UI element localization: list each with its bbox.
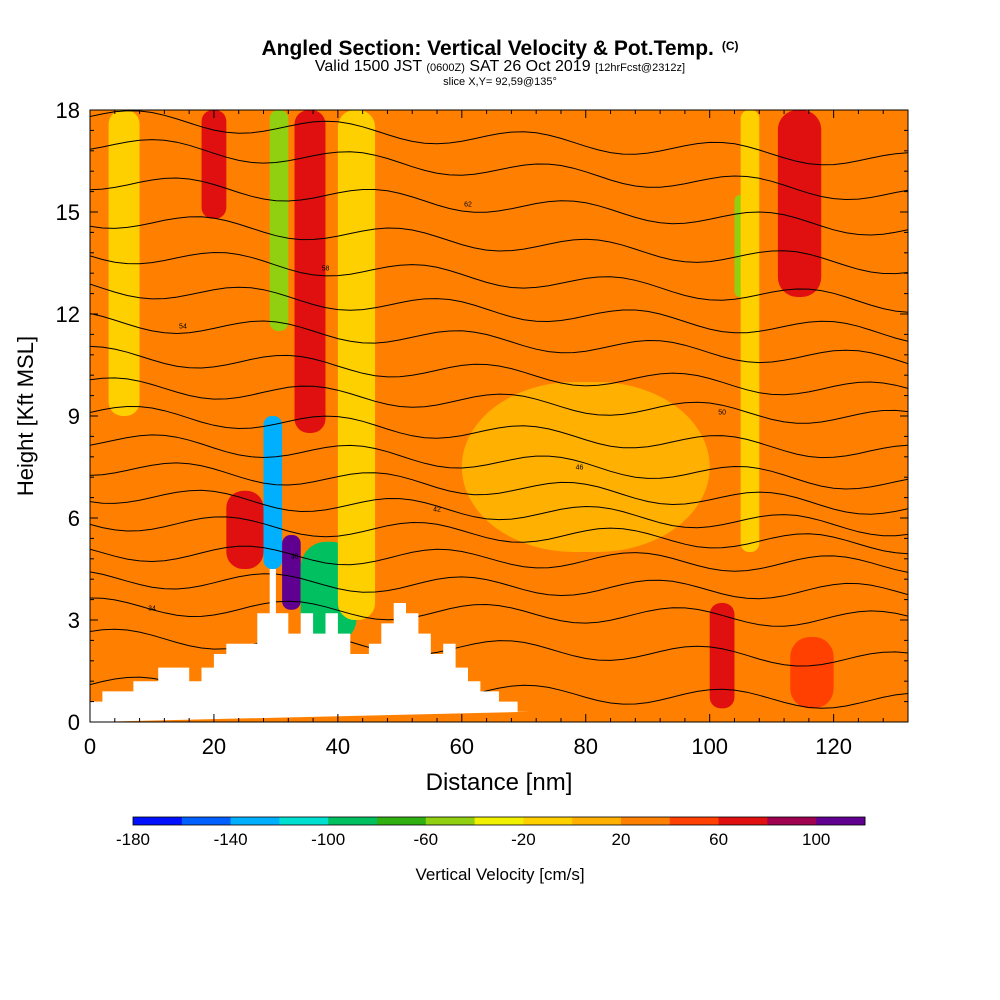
x-tick-label: 80 — [574, 734, 598, 759]
velocity-feature-7 — [777, 110, 822, 297]
colorbar-segment — [572, 817, 622, 825]
theta-contour-label: 62 — [464, 201, 472, 208]
theta-contour-16 — [90, 177, 908, 236]
chart-title-tag: (C) — [721, 39, 739, 53]
colorbar-tick-label: 100 — [802, 830, 830, 849]
velocity-feature-2 — [269, 110, 289, 331]
colorbar-segment — [279, 817, 329, 825]
velocity-feature-4 — [282, 535, 301, 610]
theta-contour-label: 54 — [179, 323, 187, 330]
valid-z: (0600Z) — [426, 62, 465, 74]
terrain-profile — [90, 569, 530, 722]
theta-contour-18 — [90, 110, 908, 166]
theta-contour-5 — [90, 516, 908, 555]
colorbar-segment — [816, 817, 866, 825]
axes: 0 20 40 60 80 100 120 0 3 6 9 12 15 18 Distance [nm] He… — [13, 98, 909, 796]
velocity-feature-0 — [201, 110, 227, 219]
x-tick-label: 120 — [815, 734, 852, 759]
chart-title: Angled Section: Vertical Velocity & Pot.… — [0, 34, 1000, 61]
velocity-feature-5 — [294, 110, 326, 433]
colorbar-border — [132, 816, 866, 826]
theta-contour-15 — [90, 216, 908, 275]
colorbar-segment — [523, 817, 573, 825]
colorbar-tick-label: -60 — [414, 830, 439, 849]
y-tick-label: 12 — [56, 302, 80, 327]
theta-contour-label: 38 — [291, 553, 299, 560]
velocity-feature-12 — [337, 110, 376, 620]
y-tick-label: 18 — [56, 98, 80, 123]
colorbar-tick-label: -180 — [116, 830, 150, 849]
y-tick-label: 0 — [68, 710, 80, 735]
chart-valid-line: Valid 1500 JST (0600Z) SAT 26 Oct 2019 [… — [0, 59, 1000, 76]
chart-title-text: Angled Section: Vertical Velocity & Pot.… — [261, 37, 714, 60]
y-tick-label: 15 — [56, 200, 80, 225]
valid-date: SAT 26 Oct 2019 — [469, 58, 591, 75]
theta-contour-label: 50 — [718, 410, 726, 417]
velocity-feature-3 — [263, 416, 283, 569]
theta-contour-3 — [90, 571, 908, 600]
valid-fcst: [12hrFcst@2312z] — [595, 62, 686, 74]
x-tick-label: 20 — [202, 734, 226, 759]
theta-contour-2 — [90, 597, 908, 627]
chart-title-block: Angled Section: Vertical Velocity & Pot.… — [0, 34, 1000, 88]
velocity-feature-10 — [790, 637, 834, 709]
colorbar-segment — [669, 817, 720, 825]
theta-contour-14 — [90, 251, 908, 313]
colorbar-segment — [621, 817, 671, 825]
colorbar-segment — [328, 817, 378, 825]
theta-contour-12 — [90, 313, 908, 365]
x-tick-label: 100 — [691, 734, 728, 759]
colorbar-tick-label: 60 — [709, 830, 728, 849]
velocity-feature-1 — [226, 490, 264, 569]
theta-contour-8 — [90, 434, 908, 490]
colorbar-segment — [181, 817, 232, 825]
y-axis-label: Height [Kft MSL] — [13, 336, 38, 496]
theta-contour-7 — [90, 462, 908, 515]
colorbar-segment — [718, 817, 768, 825]
colorbar-segment — [133, 817, 183, 825]
theta-contour-label: 34 — [148, 605, 156, 612]
x-tick-label: 40 — [326, 734, 350, 759]
theta-contour-label: 58 — [322, 265, 330, 272]
y-tick-label: 6 — [68, 506, 80, 531]
colorbar-tick-label: 20 — [612, 830, 631, 849]
velocity-feature-9 — [709, 603, 735, 709]
theta-contour-4 — [90, 545, 908, 573]
colorbar-segment — [230, 817, 280, 825]
chart-slice-line: slice X,Y= 92,59@135° — [443, 76, 557, 88]
theta-contour-10 — [90, 377, 908, 424]
potential-temperature-contours: 34 38 42 46 50 54 58 62 — [90, 110, 908, 709]
theta-contour-label: 46 — [576, 464, 584, 471]
colorbar-tick-label: -100 — [311, 830, 345, 849]
colorbar-segment — [425, 817, 476, 825]
theta-contour-label: 42 — [433, 507, 441, 514]
y-tick-label: 9 — [68, 404, 80, 429]
valid-prefix: Valid 1500 JST — [314, 58, 422, 75]
vertical-velocity-field — [90, 110, 908, 722]
x-tick-label: 60 — [450, 734, 474, 759]
theta-contour-17 — [90, 139, 908, 201]
theta-contour-11 — [90, 345, 908, 396]
theta-contour-9 — [90, 405, 908, 459]
x-axis-label: Distance [nm] — [426, 769, 573, 796]
colorbar-tick-label: -140 — [214, 830, 248, 849]
colorbar: -180 -140 -100 -60 -20 20 60 100 Vertical Veloci… — [116, 816, 866, 884]
colorbar-segment — [474, 817, 524, 825]
colorbar-tick-label: -20 — [511, 830, 536, 849]
x-tick-label: 0 — [84, 734, 96, 759]
terrain-mask — [90, 569, 530, 722]
theta-contour-13 — [90, 283, 908, 342]
colorbar-label: Vertical Velocity [cm/s] — [415, 865, 584, 884]
colorbar-segment — [377, 817, 427, 825]
theta-contour-6 — [90, 489, 908, 537]
velocity-feature-13 — [461, 382, 710, 552]
colorbar-segment — [767, 817, 817, 825]
y-tick-label: 3 — [68, 608, 80, 633]
